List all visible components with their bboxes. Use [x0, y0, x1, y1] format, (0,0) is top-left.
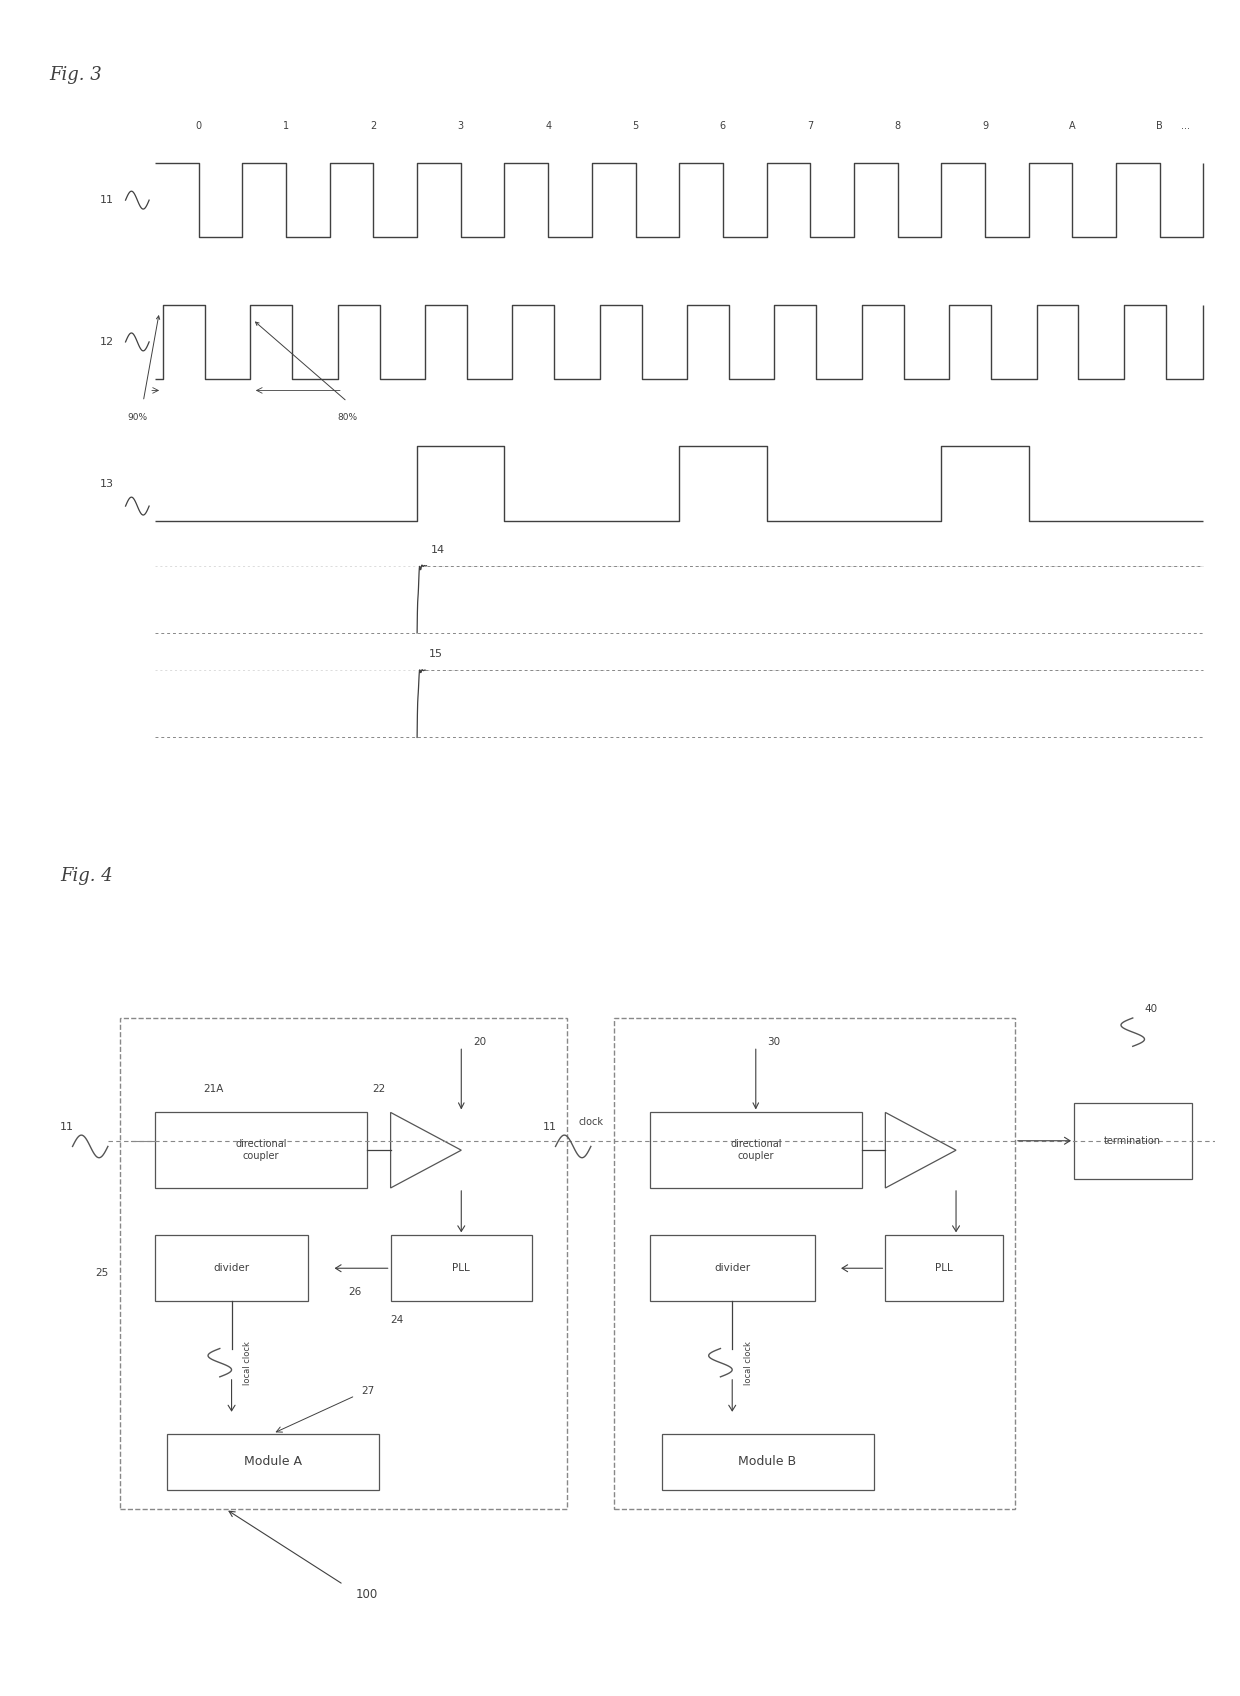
Text: 27: 27 [361, 1386, 374, 1396]
FancyBboxPatch shape [155, 1235, 308, 1301]
Text: termination: termination [1105, 1136, 1161, 1146]
Text: PLL: PLL [453, 1264, 470, 1274]
Text: 2: 2 [371, 120, 377, 131]
Text: 22: 22 [372, 1084, 386, 1094]
Text: 11: 11 [543, 1121, 557, 1131]
Text: 25: 25 [95, 1269, 109, 1279]
Text: 3: 3 [458, 120, 464, 131]
Text: Module A: Module A [244, 1455, 301, 1469]
Polygon shape [391, 1113, 461, 1187]
Text: clock: clock [578, 1116, 604, 1126]
Text: 24: 24 [391, 1316, 404, 1326]
FancyBboxPatch shape [1074, 1102, 1192, 1179]
Text: local clock: local clock [243, 1342, 253, 1384]
Text: directional
coupler: directional coupler [730, 1140, 781, 1162]
Text: Fig. 3: Fig. 3 [50, 66, 102, 83]
Text: 12: 12 [99, 338, 114, 348]
FancyBboxPatch shape [650, 1113, 862, 1187]
Text: 21A: 21A [203, 1084, 224, 1094]
Text: 90%: 90% [128, 412, 148, 422]
Text: 11: 11 [60, 1121, 73, 1131]
Text: 15: 15 [429, 650, 443, 660]
Text: 8: 8 [894, 120, 900, 131]
FancyBboxPatch shape [614, 1018, 1014, 1509]
FancyBboxPatch shape [155, 1113, 367, 1187]
Text: 14: 14 [432, 544, 445, 555]
Text: divider: divider [213, 1264, 249, 1274]
Text: Fig. 4: Fig. 4 [61, 867, 114, 885]
Text: 80%: 80% [337, 412, 357, 422]
Text: PLL: PLL [935, 1264, 954, 1274]
Text: Module B: Module B [739, 1455, 796, 1469]
Text: 1: 1 [283, 120, 289, 131]
Text: 6: 6 [720, 120, 725, 131]
Text: directional
coupler: directional coupler [236, 1140, 286, 1162]
Text: 9: 9 [982, 120, 988, 131]
FancyBboxPatch shape [662, 1433, 873, 1491]
FancyBboxPatch shape [650, 1235, 815, 1301]
Text: divider: divider [714, 1264, 750, 1274]
FancyBboxPatch shape [119, 1018, 568, 1509]
Text: 7: 7 [807, 120, 813, 131]
Text: 0: 0 [196, 120, 202, 131]
Polygon shape [885, 1113, 956, 1187]
Text: 100: 100 [356, 1587, 378, 1601]
Text: 26: 26 [348, 1287, 362, 1297]
Text: 13: 13 [99, 478, 114, 488]
Text: local clock: local clock [744, 1342, 753, 1384]
FancyBboxPatch shape [166, 1433, 379, 1491]
Text: 30: 30 [768, 1036, 781, 1046]
FancyBboxPatch shape [391, 1235, 532, 1301]
Text: 4: 4 [546, 120, 552, 131]
Text: A: A [1069, 120, 1075, 131]
Text: B: B [1157, 120, 1163, 131]
Text: 20: 20 [472, 1036, 486, 1046]
Text: ...: ... [1182, 120, 1190, 131]
Text: 5: 5 [632, 120, 639, 131]
Text: 40: 40 [1145, 1004, 1158, 1014]
Text: 11: 11 [99, 195, 114, 205]
FancyBboxPatch shape [885, 1235, 1003, 1301]
